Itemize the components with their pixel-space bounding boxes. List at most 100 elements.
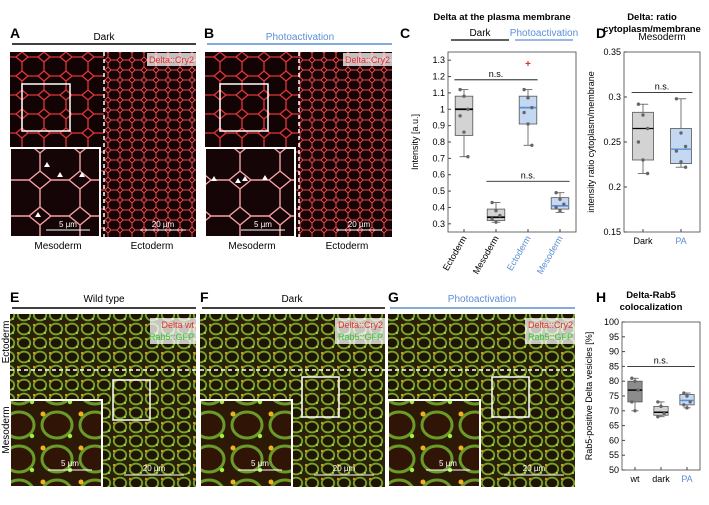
y-tick-label: 0.3 <box>608 92 621 102</box>
data-point <box>656 400 660 404</box>
data-point <box>630 376 634 380</box>
data-point <box>522 110 526 115</box>
chart-title: colocalization <box>620 302 683 313</box>
outlier <box>525 60 531 66</box>
y-tick-label: 0.4 <box>432 202 445 212</box>
y-tick-label: 0.6 <box>432 170 445 180</box>
tissue-label: Ectoderm <box>326 241 369 252</box>
y-tick-label: 1.3 <box>432 55 445 65</box>
panel-letter: H <box>596 289 606 305</box>
data-point <box>641 158 645 162</box>
data-point <box>688 400 692 404</box>
data-point <box>494 209 498 213</box>
chart-title: Delta: ratio <box>627 12 677 23</box>
data-point <box>458 114 462 118</box>
data-point <box>683 144 688 149</box>
x-tick-label: Dark <box>633 236 653 246</box>
y-tick-label: 85 <box>609 361 619 371</box>
x-tick-label: PA <box>681 474 692 484</box>
data-point <box>683 165 688 169</box>
group-header: Dark <box>469 28 491 39</box>
data-point <box>494 220 498 224</box>
scale-label: 20 µm <box>348 220 371 229</box>
data-point <box>636 140 641 144</box>
data-point <box>659 404 663 409</box>
data-point <box>466 107 470 111</box>
box <box>632 111 654 161</box>
y-axis-label: intensity ratio cytoplasm/membrane <box>586 71 596 213</box>
panel-letter: F <box>200 289 209 305</box>
annotation: n.s. <box>521 170 536 180</box>
y-tick-label: 0.5 <box>432 186 445 196</box>
image-b <box>204 52 392 238</box>
data-point <box>530 143 534 147</box>
y-tick-label: 100 <box>604 317 619 327</box>
data-point <box>636 102 641 106</box>
y-tick-label: 70 <box>609 406 619 416</box>
data-point <box>558 209 562 213</box>
y-tick-label: 55 <box>609 450 619 460</box>
channel-label: Rab5::GFP <box>149 332 194 342</box>
data-point <box>562 202 566 206</box>
channel-label: Rab5::GFP <box>528 332 573 342</box>
y-tick-label: 0.25 <box>603 137 621 147</box>
y-tick-label: 0.7 <box>432 153 445 163</box>
y-tick-label: 0.9 <box>432 121 445 131</box>
data-point <box>522 87 526 92</box>
data-point <box>656 415 660 419</box>
data-point <box>645 126 650 131</box>
data-point <box>530 105 534 110</box>
data-point <box>682 403 686 407</box>
box <box>627 380 643 403</box>
annotation: n.s. <box>655 82 670 92</box>
data-point <box>466 155 470 159</box>
data-point <box>679 131 683 135</box>
y-tick-label: 0.35 <box>603 47 621 57</box>
data-point <box>674 149 679 153</box>
y-tick-label: 0.8 <box>432 137 445 147</box>
channel-label: Delta::Cry2 <box>338 320 383 330</box>
chart-title: cytoplasm/membrane <box>603 24 701 35</box>
tissue-label: Mesoderm <box>228 241 275 252</box>
panel-header: Photoactivation <box>448 294 516 305</box>
scale-label: 20 µm <box>523 464 546 473</box>
scale-label: 5 µm <box>254 220 272 229</box>
annotation: n.s. <box>654 355 669 365</box>
group-header: Photoactivation <box>510 28 578 39</box>
tissue-label: Mesoderm <box>34 241 81 252</box>
data-point <box>662 412 666 416</box>
chart-title: Delta at the plasma membrane <box>433 12 570 23</box>
data-point <box>526 96 530 100</box>
data-point <box>679 160 683 164</box>
scale-label: 5 µm <box>439 459 457 468</box>
panel-letter: D <box>596 25 606 41</box>
data-point <box>554 205 558 210</box>
panel-header: Dark <box>93 32 115 43</box>
annotation: n.s. <box>489 69 504 79</box>
y-tick-label: 90 <box>609 347 619 357</box>
panel-letter: C <box>400 25 410 41</box>
data-point <box>645 171 650 176</box>
y-tick-label: 95 <box>609 332 619 342</box>
panel-header: Dark <box>281 294 303 305</box>
data-point <box>490 200 494 205</box>
y-tick-label: 1.1 <box>432 88 445 98</box>
data-point <box>685 406 689 410</box>
data-point <box>641 113 645 117</box>
y-tick-label: 80 <box>609 376 619 386</box>
panel-header: Wild type <box>83 294 125 305</box>
data-point <box>682 391 686 395</box>
y-tick-label: 50 <box>609 465 619 475</box>
data-point <box>636 388 640 392</box>
scale-label: 5 µm <box>61 459 79 468</box>
channel-label: Delta::Cry2 <box>149 55 194 65</box>
chart-title: Delta-Rab5 <box>626 290 676 301</box>
x-tick-label: PA <box>675 236 686 246</box>
y-tick-label: 60 <box>609 435 619 445</box>
scale-label: 20 µm <box>143 464 166 473</box>
scale-label: 5 µm <box>59 220 77 229</box>
box <box>454 95 474 136</box>
y-axis-label: Rab5-positive Delta vesicles [%] <box>584 332 594 461</box>
tissue-label: Ectoderm <box>1 321 12 364</box>
